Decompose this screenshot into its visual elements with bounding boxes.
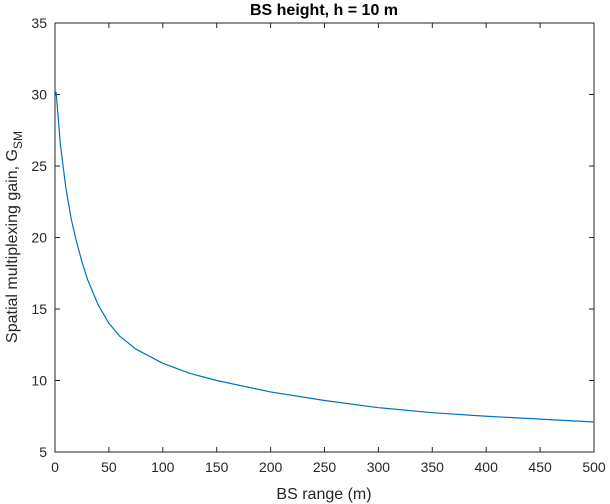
y-axis-label: Spatial multiplexing gain, GSM [4,131,25,343]
plot-area [54,22,595,453]
x-tick-label: 500 [582,459,606,475]
y-tick-label: 15 [31,301,47,317]
y-tick-label: 25 [31,158,47,174]
x-tick-label: 0 [51,459,59,475]
y-tick-label: 20 [31,230,47,246]
x-axis: 0 50 100 150 200 250 300 350 400 450 500 [51,23,606,475]
x-tick-label: 250 [313,459,337,475]
y-tick-label: 5 [39,444,47,460]
x-axis-label: BS range (m) [276,486,371,503]
x-tick-label: 150 [205,459,229,475]
y-tick-label: 10 [31,373,47,389]
series-layer [55,91,595,423]
x-tick-label: 350 [421,459,445,475]
y-axis-label-main: Spatial multiplexing gain, G [4,149,21,343]
chart-title: BS height, h = 10 m [250,2,398,19]
x-tick-label: 400 [475,459,499,475]
x-tick-label: 300 [367,459,391,475]
y-axis-label-subscript: SM [11,131,25,149]
y-tick-label: 30 [31,87,47,103]
x-tick-label: 200 [259,459,283,475]
x-tick-label: 100 [151,459,175,475]
x-tick-label: 450 [528,459,552,475]
series-line [55,91,595,423]
y-axis: 5 10 15 20 25 30 35 [31,15,594,460]
x-tick-label: 50 [101,459,117,475]
y-tick-label: 35 [31,15,47,31]
